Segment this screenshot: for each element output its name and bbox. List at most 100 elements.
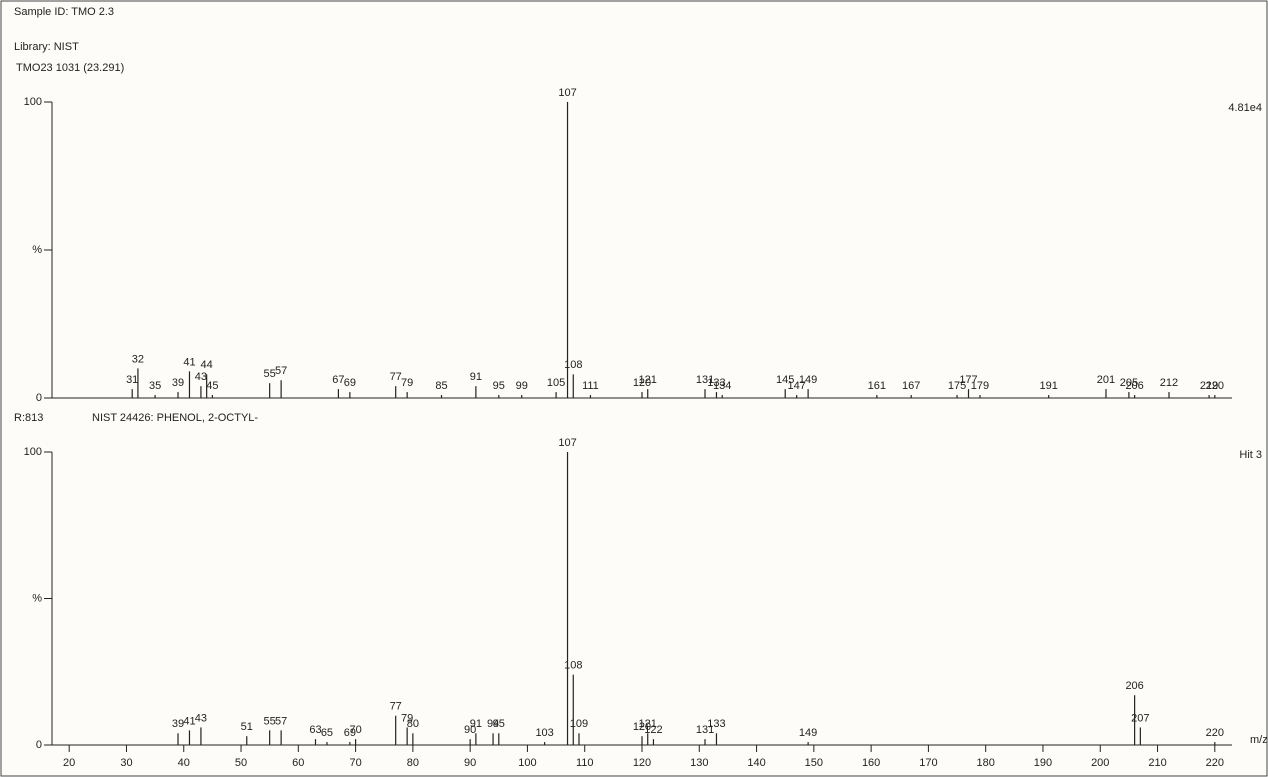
peak-label: 55 [264,368,276,380]
peak-label: 201 [1097,374,1115,386]
peak-label: 207 [1131,712,1149,724]
peak-label: 79 [401,712,413,724]
peak-label: 65 [321,727,333,739]
peak-label: 44 [201,359,213,371]
peak-label: 77 [390,701,402,713]
peak-label: 55 [264,715,276,727]
peak-label: 45 [206,380,218,392]
peak-label: 131 [696,724,714,736]
peak-label: 191 [1040,380,1058,392]
peak-label: 95 [493,718,505,730]
x-tick-label: 180 [977,757,995,769]
peak-label: 77 [390,371,402,383]
peak-label: 120 [633,377,651,389]
y-tick-label: 100 [24,96,42,108]
peak-label: 108 [564,359,582,371]
peak-label: 133 [707,377,725,389]
peak-label: 41 [183,715,195,727]
peak-label: 32 [132,353,144,365]
peak-label: 179 [971,380,989,392]
peak-label: 107 [558,437,576,449]
peak-label: 121 [639,374,657,386]
library: Library: NIST [14,41,79,53]
peak-label: 133 [707,718,725,730]
peak-label: 63 [309,724,321,736]
x-tick-label: 100 [518,757,536,769]
x-tick-label: 40 [178,757,190,769]
y-tick-label: % [32,244,42,256]
peak-label: 43 [195,712,207,724]
peak-label: 134 [713,380,731,392]
peak-label: 57 [275,365,287,377]
peak-label: 70 [349,724,361,736]
x-tick-label: 80 [407,757,419,769]
peak-label: 107 [558,87,576,99]
peak-label: 131 [696,374,714,386]
peak-label: 145 [776,374,794,386]
sample-id: Sample ID: TMO 2.3 [14,6,114,18]
peak-label: 120 [633,721,651,733]
peak-label: 108 [564,660,582,672]
peak-label: 212 [1160,377,1178,389]
peak-label: 149 [799,374,817,386]
chart-title: NIST 24426: PHENOL, 2-OCTYL- [92,412,258,424]
peak-label: 85 [435,380,447,392]
x-tick-label: 130 [690,757,708,769]
y-tick-label: 0 [36,739,42,751]
annotation: Hit 3 [1239,449,1262,461]
peak-label: 175 [948,380,966,392]
peak-label: 103 [535,727,553,739]
peak-label: 69 [344,377,356,389]
x-tick-label: 60 [292,757,304,769]
peak-label: 111 [582,380,599,392]
y-tick-label: 0 [36,392,42,404]
chart-title: TMO23 1031 (23.291) [16,62,124,74]
peak-label: 80 [407,718,419,730]
peak-label: 220 [1206,727,1224,739]
peak-label: 31 [126,374,138,386]
peak-label: 149 [799,727,817,739]
peak-label: 43 [195,371,207,383]
x-tick-label: 20 [63,757,75,769]
x-tick-label: 50 [235,757,247,769]
peak-label: 147 [787,380,805,392]
peak-label: 91 [470,718,482,730]
x-tick-label: 210 [1148,757,1166,769]
x-tick-label: 30 [120,757,132,769]
peak-label: 79 [401,377,413,389]
peak-label: 91 [470,371,482,383]
peak-label: 177 [959,374,977,386]
y-tick-label: 100 [24,446,42,458]
y-tick-label: % [32,592,42,604]
peak-label: 57 [275,715,287,727]
peak-label: 161 [868,380,886,392]
peak-label: 109 [570,718,588,730]
x-tick-label: 140 [747,757,765,769]
annotation: 4.81e4 [1228,102,1262,114]
x-tick-label: 190 [1034,757,1052,769]
peak-label: 205 [1120,377,1138,389]
peak-label: 95 [493,380,505,392]
peak-label: 219 [1200,380,1218,392]
peak-label: 39 [172,718,184,730]
x-tick-label: 90 [464,757,476,769]
peak-label: 67 [332,374,344,386]
peak-label: 206 [1125,380,1143,392]
peak-label: 220 [1206,380,1224,392]
peak-label: 35 [149,380,161,392]
x-tick-label: 220 [1206,757,1224,769]
peak-label: 69 [344,727,356,739]
peak-label: 94 [487,718,499,730]
peak-label: 206 [1125,680,1143,692]
x-tick-label: 170 [919,757,937,769]
peak-label: 99 [516,380,528,392]
x-tick-label: 150 [805,757,823,769]
peak-label: 41 [183,356,195,368]
x-tick-label: 120 [633,757,651,769]
peak-label: 122 [644,724,662,736]
peak-label: 39 [172,377,184,389]
peak-label: 167 [902,380,920,392]
x-axis-label: m/z [1250,734,1268,746]
